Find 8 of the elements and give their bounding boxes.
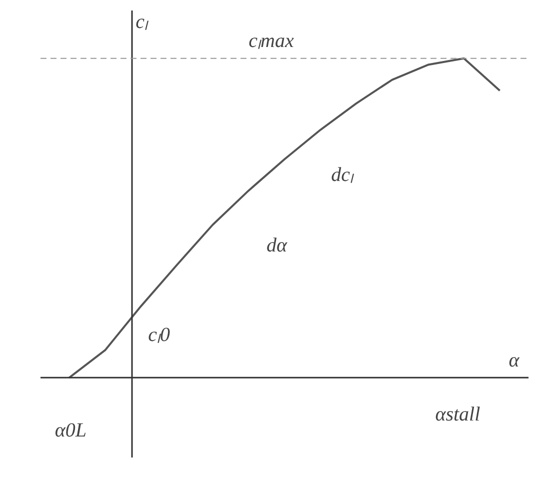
text: α0L (54, 420, 86, 442)
ref-line-label: cₗmax (248, 30, 294, 52)
annotation: dcₗ (331, 164, 356, 186)
annotation: cₗ0 (148, 324, 170, 346)
y-axis-title: cₗ (136, 10, 150, 33)
text: αstall (435, 404, 481, 426)
annotation: dα (266, 234, 288, 256)
x-axis-title: α (508, 349, 520, 372)
